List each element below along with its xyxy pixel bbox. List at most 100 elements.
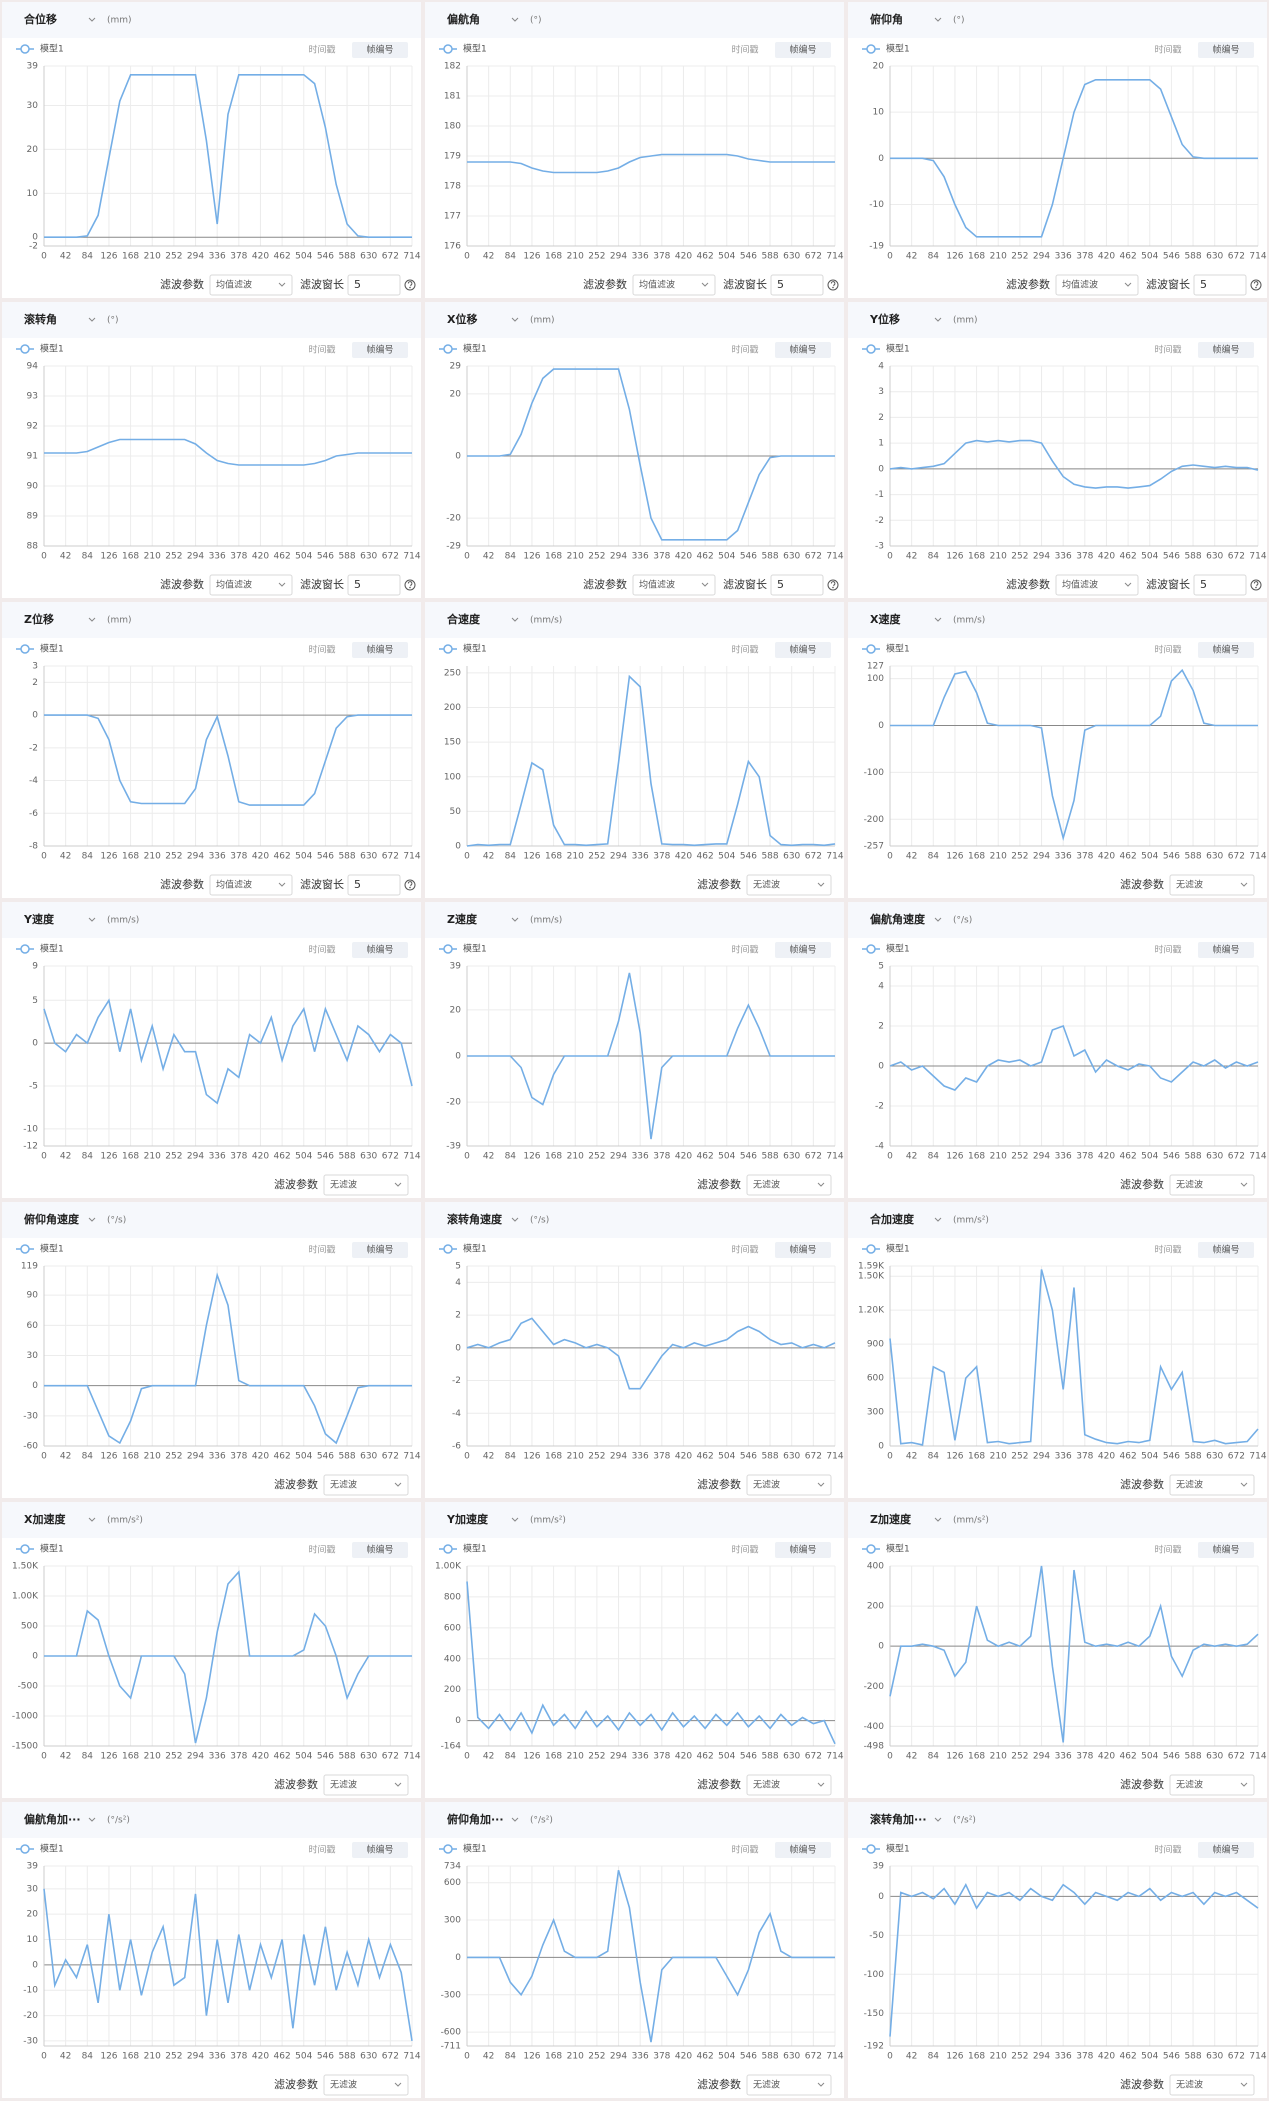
help-icon[interactable] <box>404 579 416 591</box>
legend-label[interactable]: 模型1 <box>40 1844 64 1855</box>
legend-label[interactable]: 模型1 <box>886 1544 910 1555</box>
frame-button[interactable]: 帧编号 <box>789 1244 816 1256</box>
frame-button[interactable]: 帧编号 <box>1212 1844 1239 1856</box>
timestamp-button[interactable]: 时间戳 <box>1154 44 1181 56</box>
filter-select[interactable] <box>632 274 716 296</box>
timestamp-button[interactable]: 时间戳 <box>1154 1244 1181 1256</box>
legend-label[interactable]: 模型1 <box>463 1844 487 1855</box>
legend-label[interactable]: 模型1 <box>40 44 64 55</box>
frame-button[interactable]: 帧编号 <box>366 1244 393 1256</box>
frame-button-bg[interactable] <box>775 1242 831 1258</box>
timestamp-button[interactable]: 时间戳 <box>731 1544 758 1556</box>
frame-button-bg[interactable] <box>775 1842 831 1858</box>
timestamp-button[interactable]: 时间戳 <box>308 1844 335 1856</box>
timestamp-button[interactable]: 时间戳 <box>308 1544 335 1556</box>
frame-button[interactable]: 帧编号 <box>1212 1244 1239 1256</box>
legend-label[interactable]: 模型1 <box>886 1844 910 1855</box>
window-input[interactable] <box>347 574 401 596</box>
frame-button-bg[interactable] <box>352 1842 408 1858</box>
timestamp-button[interactable]: 时间戳 <box>731 944 758 956</box>
frame-button-bg[interactable] <box>352 1542 408 1558</box>
frame-button-bg[interactable] <box>1198 1542 1254 1558</box>
frame-button-bg[interactable] <box>1198 1842 1254 1858</box>
frame-button[interactable]: 帧编号 <box>1212 1544 1239 1556</box>
help-icon[interactable] <box>404 879 416 891</box>
frame-button-bg[interactable] <box>352 1242 408 1258</box>
frame-button[interactable]: 帧编号 <box>366 944 393 956</box>
legend-label[interactable]: 模型1 <box>886 644 910 655</box>
legend-label[interactable]: 模型1 <box>463 1244 487 1255</box>
window-input[interactable] <box>770 574 824 596</box>
timestamp-button[interactable]: 时间戳 <box>731 344 758 356</box>
frame-button[interactable]: 帧编号 <box>789 344 816 356</box>
timestamp-button[interactable]: 时间戳 <box>731 1844 758 1856</box>
frame-button-bg[interactable] <box>775 1542 831 1558</box>
frame-button[interactable]: 帧编号 <box>366 344 393 356</box>
legend-label[interactable]: 模型1 <box>40 1544 64 1555</box>
filter-select[interactable] <box>1055 274 1139 296</box>
window-input[interactable] <box>347 874 401 896</box>
timestamp-button[interactable]: 时间戳 <box>308 644 335 656</box>
filter-select[interactable] <box>1169 1174 1255 1196</box>
legend-label[interactable]: 模型1 <box>463 44 487 55</box>
frame-button-bg[interactable] <box>775 642 831 658</box>
frame-button[interactable]: 帧编号 <box>789 1844 816 1856</box>
frame-button-bg[interactable] <box>1198 342 1254 358</box>
legend-label[interactable]: 模型1 <box>40 344 64 355</box>
frame-button[interactable]: 帧编号 <box>366 44 393 56</box>
frame-button[interactable]: 帧编号 <box>1212 44 1239 56</box>
frame-button-bg[interactable] <box>1198 42 1254 58</box>
filter-select[interactable] <box>632 574 716 596</box>
legend-label[interactable]: 模型1 <box>886 1244 910 1255</box>
frame-button[interactable]: 帧编号 <box>366 1544 393 1556</box>
frame-button[interactable]: 帧编号 <box>789 1544 816 1556</box>
timestamp-button[interactable]: 时间戳 <box>1154 644 1181 656</box>
legend-label[interactable]: 模型1 <box>40 944 64 955</box>
legend-label[interactable]: 模型1 <box>463 944 487 955</box>
timestamp-button[interactable]: 时间戳 <box>731 1244 758 1256</box>
help-icon[interactable] <box>827 579 839 591</box>
frame-button-bg[interactable] <box>775 942 831 958</box>
help-icon[interactable] <box>827 279 839 291</box>
legend-label[interactable]: 模型1 <box>463 344 487 355</box>
window-input[interactable] <box>1193 274 1247 296</box>
frame-button[interactable]: 帧编号 <box>789 644 816 656</box>
frame-button[interactable]: 帧编号 <box>366 644 393 656</box>
timestamp-button[interactable]: 时间戳 <box>1154 1544 1181 1556</box>
legend-label[interactable]: 模型1 <box>886 944 910 955</box>
timestamp-button[interactable]: 时间戳 <box>308 1244 335 1256</box>
frame-button-bg[interactable] <box>352 42 408 58</box>
filter-select[interactable] <box>746 1174 832 1196</box>
timestamp-button[interactable]: 时间戳 <box>1154 1844 1181 1856</box>
timestamp-button[interactable]: 时间戳 <box>308 344 335 356</box>
frame-button[interactable]: 帧编号 <box>789 944 816 956</box>
legend-label[interactable]: 模型1 <box>40 1244 64 1255</box>
frame-button-bg[interactable] <box>1198 942 1254 958</box>
filter-select[interactable] <box>323 1774 409 1796</box>
timestamp-button[interactable]: 时间戳 <box>1154 944 1181 956</box>
filter-select[interactable] <box>209 574 293 596</box>
filter-select[interactable] <box>1169 1774 1255 1796</box>
frame-button-bg[interactable] <box>352 942 408 958</box>
frame-button-bg[interactable] <box>775 342 831 358</box>
frame-button-bg[interactable] <box>1198 1242 1254 1258</box>
filter-select[interactable] <box>1169 1474 1255 1496</box>
frame-button-bg[interactable] <box>1198 642 1254 658</box>
filter-select[interactable] <box>323 2074 409 2096</box>
legend-label[interactable]: 模型1 <box>40 644 64 655</box>
filter-select[interactable] <box>209 874 293 896</box>
frame-button[interactable]: 帧编号 <box>1212 944 1239 956</box>
window-input[interactable] <box>1193 574 1247 596</box>
filter-select[interactable] <box>323 1174 409 1196</box>
frame-button-bg[interactable] <box>775 42 831 58</box>
frame-button[interactable]: 帧编号 <box>1212 344 1239 356</box>
window-input[interactable] <box>347 274 401 296</box>
frame-button-bg[interactable] <box>352 642 408 658</box>
timestamp-button[interactable]: 时间戳 <box>731 44 758 56</box>
filter-select[interactable] <box>746 874 832 896</box>
help-icon[interactable] <box>404 279 416 291</box>
frame-button-bg[interactable] <box>352 342 408 358</box>
filter-select[interactable] <box>323 1474 409 1496</box>
filter-select[interactable] <box>1055 574 1139 596</box>
legend-label[interactable]: 模型1 <box>463 644 487 655</box>
